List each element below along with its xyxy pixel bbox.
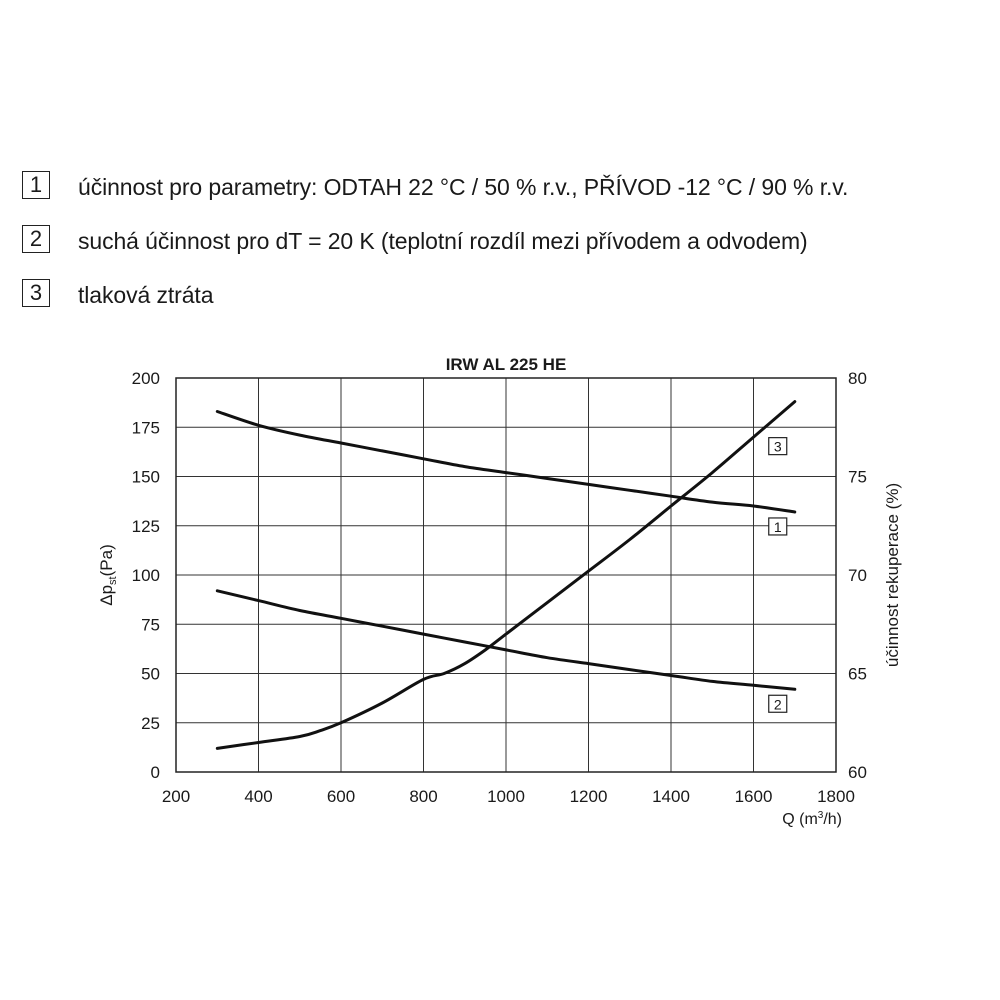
series-line-1 <box>215 410 797 514</box>
legend-item-1: 1 účinnost pro parametry: ODTAH 22 °C / … <box>22 160 848 214</box>
y-left-tick-label: 50 <box>141 665 160 684</box>
series-line-2 <box>215 589 797 691</box>
x-axis-label: Q (m3/h) <box>782 810 842 828</box>
series-label-box-1 <box>768 517 788 536</box>
y-left-tick-label: 175 <box>132 418 160 437</box>
chart-title: IRW AL 225 HE <box>446 355 567 374</box>
legend-label: účinnost pro parametry: ODTAH 22 °C / 50… <box>78 173 849 200</box>
y-left-tick-label: 0 <box>151 763 160 782</box>
x-tick-label: 1400 <box>652 787 690 806</box>
series-label-1: 1 <box>774 519 782 535</box>
x-tick-label: 400 <box>244 787 272 806</box>
y-left-tick-label: 200 <box>132 369 160 388</box>
y-left-tick-label: 75 <box>141 615 160 634</box>
legend-item-2: 2 suchá účinnost pro dT = 20 K (teplotní… <box>22 214 848 268</box>
x-tick-label: 1200 <box>570 787 608 806</box>
legend-label: tlaková ztráta <box>78 281 214 308</box>
series-label-3: 3 <box>774 439 782 455</box>
y-left-tick-label: 150 <box>132 468 160 487</box>
y-right-tick-label: 60 <box>848 763 867 782</box>
y-right-axis-label: účinnost rekuperace (%) <box>883 483 902 667</box>
legend-number-box: 2 <box>22 225 50 253</box>
x-tick-label: 600 <box>327 787 355 806</box>
y-left-tick-label: 125 <box>132 517 160 536</box>
y-right-tick-label: 65 <box>848 665 867 684</box>
y-left-tick-label: 25 <box>141 714 160 733</box>
y-right-tick-label: 70 <box>848 566 867 585</box>
y-right-tick-label: 75 <box>848 468 867 487</box>
x-tick-label: 1800 <box>817 787 855 806</box>
x-tick-label: 1600 <box>735 787 773 806</box>
legend-number-box: 3 <box>22 279 50 307</box>
series-line-3 <box>215 400 797 750</box>
series-label-box-2 <box>768 694 788 713</box>
legend: 1 účinnost pro parametry: ODTAH 22 °C / … <box>22 160 848 322</box>
series-label-2: 2 <box>774 696 782 712</box>
y-right-tick-label: 80 <box>848 369 867 388</box>
y-left-tick-label: 100 <box>132 566 160 585</box>
plot-frame <box>175 377 837 773</box>
legend-label: suchá účinnost pro dT = 20 K (teplotní r… <box>78 227 808 254</box>
x-tick-label: 200 <box>162 787 190 806</box>
x-tick-label: 800 <box>409 787 437 806</box>
legend-item-3: 3 tlaková ztráta <box>22 268 848 322</box>
legend-number-box: 1 <box>22 171 50 199</box>
x-tick-label: 1000 <box>487 787 525 806</box>
y-left-axis-label: Δpst(Pa) <box>97 544 119 606</box>
series-label-box-3 <box>768 437 788 456</box>
